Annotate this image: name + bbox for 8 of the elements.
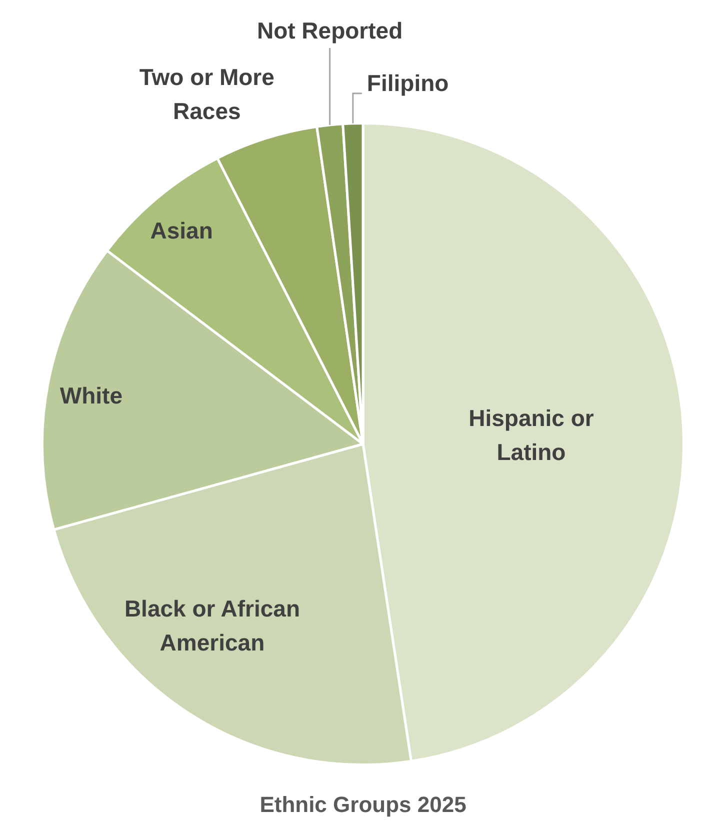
slice-label: White [60, 382, 122, 408]
slice-label: Not Reported [256, 17, 403, 44]
text: Ethnic Groups 2025 [260, 792, 466, 818]
slice-label: Asian [150, 217, 213, 244]
slice-label: Hispanic or Latino [468, 404, 594, 465]
slice-label: Two or More Races [139, 64, 274, 124]
slice-label: Black or African American [124, 596, 300, 656]
slice-label: Filipino [366, 70, 449, 96]
